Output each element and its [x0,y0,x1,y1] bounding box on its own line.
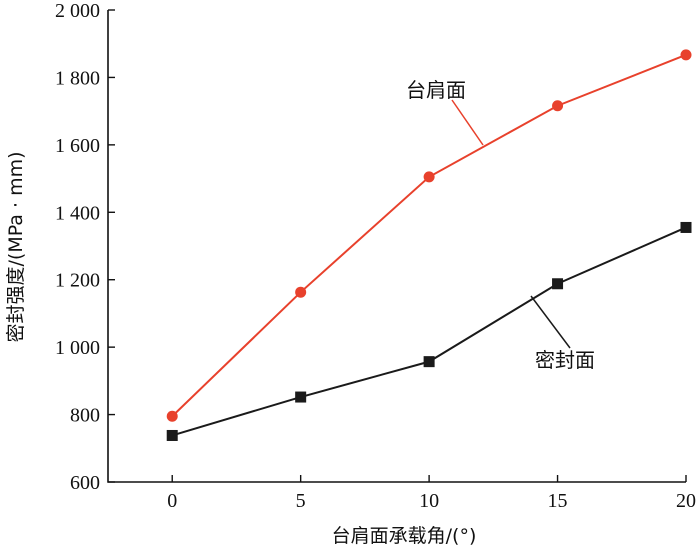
data-point [423,356,435,368]
y-tick-label: 800 [70,405,100,427]
leader-line [530,295,571,349]
data-point [552,278,564,290]
series-label-seal: 密封面 [535,348,595,372]
y-tick-label: 1 800 [55,67,100,89]
data-point [423,171,435,183]
data-point [166,429,178,441]
y-tick-label: 1 400 [55,202,100,224]
y-tick-label: 2 000 [55,0,100,22]
x-axis-ticks: 0 5 10 15 20 [167,475,696,512]
data-point [680,49,692,61]
leader-line [451,99,484,146]
data-point [295,391,307,403]
x-tick-label: 20 [676,490,696,512]
y-axis-title: 密封强度/(MPa · mm) [5,151,27,342]
data-point [295,286,307,298]
series-layer [166,49,692,441]
x-tick-label: 10 [419,490,439,512]
y-axis-ticks: 600 800 1 000 1 200 1 400 1 600 1 800 2 000 [55,0,115,494]
y-tick-label: 1 200 [55,270,100,292]
series-label-shoulder: 台肩面 [406,78,466,102]
y-tick-label: 600 [70,472,100,494]
x-tick-label: 0 [167,490,177,512]
y-tick-label: 1 000 [55,337,100,359]
series-seal [166,221,692,441]
data-point [552,100,564,112]
data-point [166,410,178,422]
x-tick-label: 15 [548,490,568,512]
y-tick-label: 1 600 [55,135,100,157]
x-axis-title: 台肩面承载角/(°) [332,525,477,547]
data-point [680,221,692,233]
series-shoulder [166,49,692,422]
axis-lines [107,10,686,483]
axes [107,10,686,483]
series-line [171,226,687,437]
x-tick-label: 5 [296,490,306,512]
